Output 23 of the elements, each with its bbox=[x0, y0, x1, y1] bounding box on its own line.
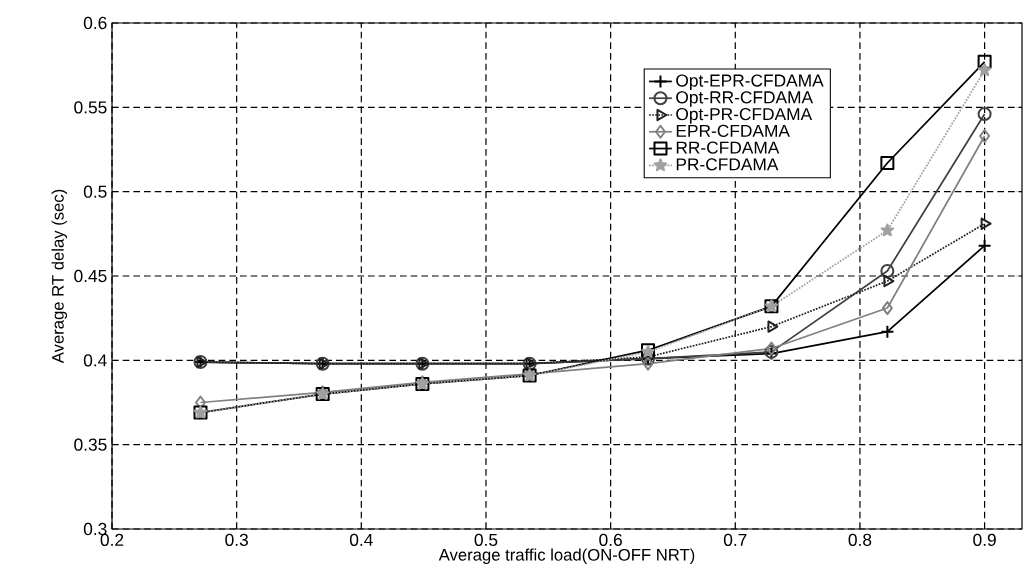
x-tick-label: 0.2 bbox=[100, 533, 124, 546]
y-tick-label: 0.45 bbox=[74, 269, 107, 283]
x-tick-label: 0.5 bbox=[474, 533, 498, 546]
y-tick-label: 0.6 bbox=[83, 16, 107, 30]
legend-label: PR-CFDAMA bbox=[676, 158, 779, 171]
x-tick-label: 0.7 bbox=[723, 533, 747, 546]
y-tick-label: 0.5 bbox=[83, 185, 107, 198]
x-tick-label: 0.6 bbox=[599, 533, 622, 546]
y-tick-label: 0.3 bbox=[83, 522, 107, 536]
x-axis-title: Average traffic load(ON-OFF NRT) bbox=[438, 548, 695, 564]
legend-label: RR-CFDAMA bbox=[676, 141, 780, 154]
legend-label: Opt-RR-CFDAMA bbox=[676, 91, 814, 107]
legend-label: EPR-CFDAMA bbox=[676, 124, 790, 137]
y-tick-label: 0.55 bbox=[74, 101, 107, 114]
x-tick-label: 0.9 bbox=[973, 533, 996, 546]
x-tick-label: 0.4 bbox=[349, 533, 373, 546]
x-tick-label: 0.3 bbox=[225, 533, 248, 546]
x-tick-label: 0.8 bbox=[848, 533, 872, 546]
legend-label: Opt-EPR-CFDAMA bbox=[676, 74, 824, 91]
y-tick-label: 0.4 bbox=[83, 354, 107, 367]
legend-label: Opt-PR-CFDAMA bbox=[676, 107, 813, 124]
y-tick-label: 0.35 bbox=[74, 438, 107, 451]
y-axis-title: Average RT delay (sec) bbox=[51, 189, 68, 364]
